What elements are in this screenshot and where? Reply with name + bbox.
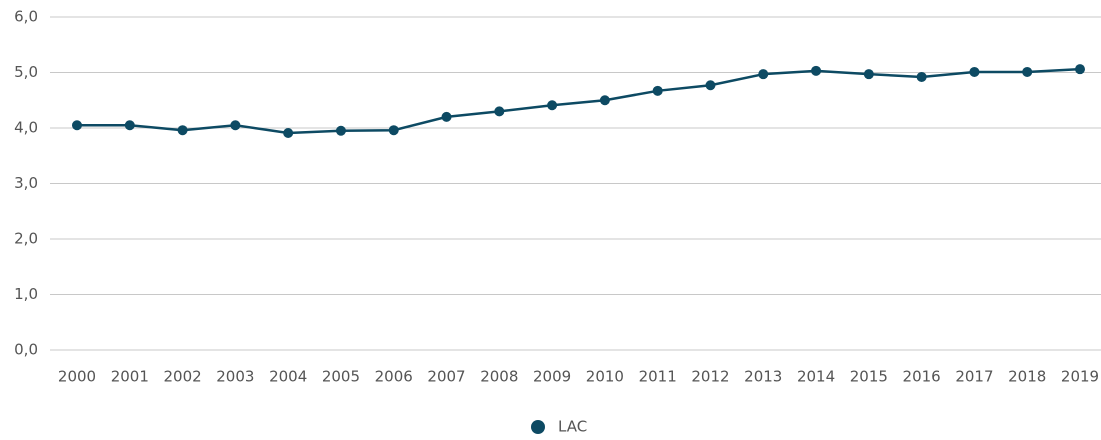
x-tick-label: 2013 xyxy=(744,368,782,386)
data-point xyxy=(441,111,452,122)
data-point xyxy=(388,125,399,136)
data-point xyxy=(177,125,188,136)
x-tick-label: 2001 xyxy=(111,368,149,386)
legend-marker xyxy=(531,420,545,434)
data-point xyxy=(969,66,980,77)
data-point xyxy=(916,71,927,82)
x-tick-label: 2004 xyxy=(269,368,307,386)
x-tick-label: 2002 xyxy=(163,368,201,386)
x-tick-label: 2005 xyxy=(322,368,360,386)
x-tick-label: 2012 xyxy=(691,368,729,386)
data-point xyxy=(599,95,610,106)
x-tick-label: 2014 xyxy=(797,368,835,386)
x-tick-label: 2015 xyxy=(850,368,888,386)
y-tick-label: 2,0 xyxy=(14,230,38,248)
data-point xyxy=(335,125,346,136)
x-tick-label: 2003 xyxy=(216,368,254,386)
x-tick-label: 2000 xyxy=(58,368,96,386)
x-tick-label: 2019 xyxy=(1061,368,1099,386)
y-tick-label: 4,0 xyxy=(14,119,38,137)
x-tick-label: 2008 xyxy=(480,368,518,386)
data-point xyxy=(283,127,294,138)
legend-label: LAC xyxy=(558,418,587,436)
y-tick-label: 1,0 xyxy=(14,285,38,303)
x-tick-label: 2006 xyxy=(375,368,413,386)
data-point xyxy=(1075,64,1085,75)
data-point xyxy=(494,106,505,117)
data-point xyxy=(124,120,135,131)
data-point xyxy=(705,80,716,91)
y-tick-label: 0,0 xyxy=(14,341,38,359)
data-point xyxy=(547,100,558,111)
x-tick-label: 2010 xyxy=(586,368,624,386)
data-point xyxy=(758,69,769,80)
data-point xyxy=(72,120,82,131)
x-tick-label: 2017 xyxy=(955,368,993,386)
x-tick-label: 2018 xyxy=(1008,368,1046,386)
y-tick-label: 6,0 xyxy=(14,8,38,26)
x-tick-label: 2007 xyxy=(427,368,465,386)
data-point xyxy=(652,85,663,96)
data-point xyxy=(1022,66,1033,77)
data-point xyxy=(230,120,241,131)
y-tick-label: 3,0 xyxy=(14,174,38,192)
x-tick-label: 2016 xyxy=(903,368,941,386)
data-point xyxy=(811,65,822,76)
y-tick-label: 5,0 xyxy=(14,63,38,81)
x-tick-label: 2009 xyxy=(533,368,571,386)
data-point xyxy=(863,69,874,80)
series-line xyxy=(77,67,1081,135)
x-tick-label: 2011 xyxy=(639,368,677,386)
